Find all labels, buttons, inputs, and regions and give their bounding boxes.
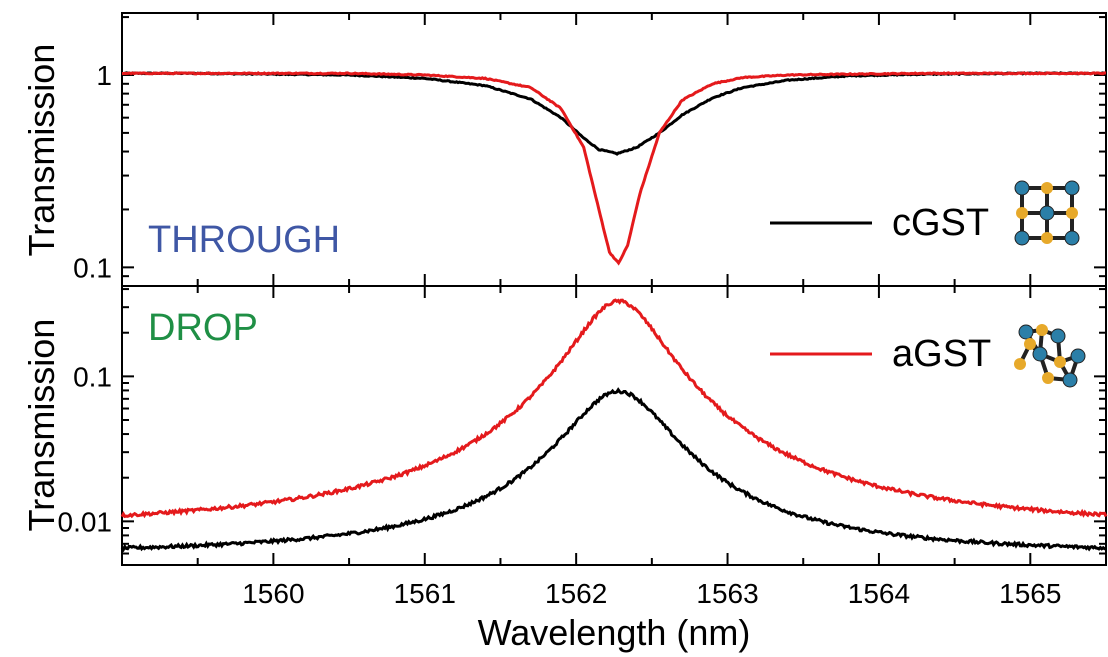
legend: cGST aGST [770, 180, 1086, 388]
through-panel: 10.1 THROUGH Transmission [21, 12, 1107, 287]
y-tick-label: 1 [96, 60, 112, 91]
y-tick-label: 0.1 [73, 361, 112, 392]
y-tick-label: 0.1 [73, 252, 112, 283]
through-series [121, 71, 1107, 266]
through-ticks: 10.1 [73, 13, 1107, 287]
series-line-aGST [121, 71, 1107, 266]
x-tick-label: 1562 [545, 578, 607, 609]
amorphous-lattice-icon [1014, 324, 1086, 388]
x-tick-label: 1561 [394, 578, 456, 609]
drop-series [120, 298, 1108, 553]
y-tick-label: 0.01 [58, 506, 113, 537]
legend-label-cgst: cGST [892, 202, 989, 244]
drop-panel: 1560 1561 1562 1563 1564 1565 0.1 0.01 DROP Tra… [21, 285, 1108, 653]
through-ylabel: Transmission [21, 44, 62, 257]
drop-plot-frame [121, 285, 1107, 566]
drop-ylabel: Transmission [21, 319, 62, 532]
drop-ticks: 1560 1561 1562 1563 1564 1565 0.1 0.01 [58, 286, 1107, 609]
x-tick-label: 1563 [696, 578, 758, 609]
legend-label-agst: aGST [892, 333, 991, 375]
x-tick-label: 1564 [848, 578, 910, 609]
x-tick-label: 1560 [242, 578, 304, 609]
crystalline-lattice-icon [1014, 180, 1080, 246]
series-line-cGST [121, 71, 1107, 156]
drop-panel-label: DROP [148, 307, 258, 349]
series-line-aGST [120, 298, 1108, 519]
x-axis-label: Wavelength (nm) [478, 612, 751, 653]
series-line-cGST [120, 387, 1107, 553]
through-panel-label: THROUGH [148, 219, 340, 261]
x-tick-label: 1565 [999, 578, 1061, 609]
